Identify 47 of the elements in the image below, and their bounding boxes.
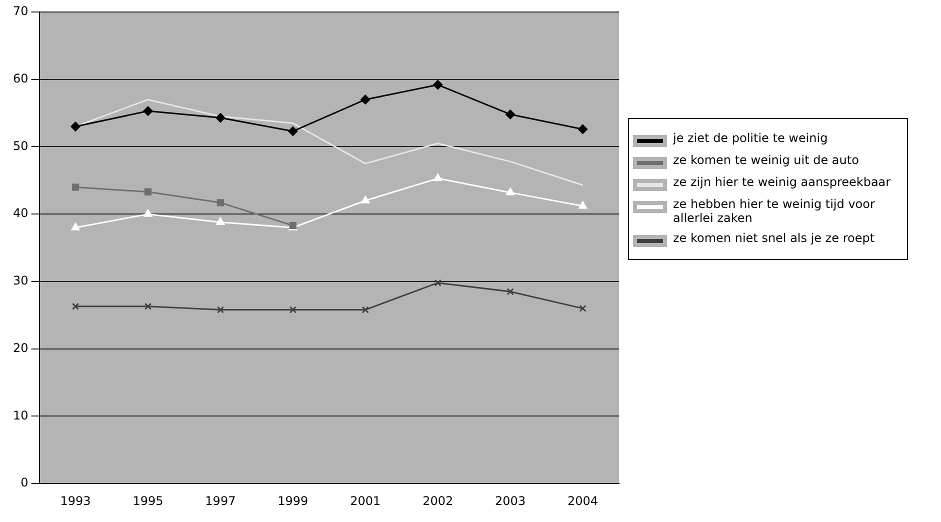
point [362,306,369,314]
y-tick-label: 50 [12,138,28,153]
legend-label: je ziet de politie te weinig [673,131,828,145]
point [71,222,80,230]
point [72,302,80,310]
point [70,122,80,132]
y-tick-label: 20 [12,340,28,355]
y-tick-label: 0 [20,476,28,490]
x-tick-label: 1993 [60,494,91,508]
legend-label: ze hebben hier te weinig tijd voor allerlei zaken [673,197,876,225]
point [434,279,442,286]
point [72,184,80,191]
x-tick-label: 2001 [350,494,381,508]
x-tick-label: 2003 [495,494,526,508]
point [216,113,226,123]
point [143,106,153,116]
point [578,124,588,134]
point [579,304,586,312]
x-tick-label: 1999 [278,494,308,508]
point [216,199,224,206]
point [506,188,515,196]
y-tick-label: 30 [12,274,28,288]
y-tick-label: 60 [12,71,28,86]
point [434,174,442,182]
point [578,201,587,209]
point [288,126,298,136]
x-tick-label: 1997 [205,494,236,508]
point [361,196,370,204]
x-tick-label: 2004 [567,494,598,508]
point [506,288,514,296]
legend-label: ze komen te weinig uit de auto [673,153,859,167]
point [144,209,152,217]
point [289,306,296,314]
point [433,80,443,90]
y-tick-label: 70 [12,4,28,18]
point [360,94,370,104]
point [144,302,152,310]
legend-label: ze komen niet snel als je ze roept [673,231,875,245]
x-tick-label: 1995 [132,494,164,508]
y-tick-label: 10 [12,408,28,422]
point [216,306,224,314]
y-tick-label: 40 [12,206,28,220]
legend-label: ze zijn hier te weinig aanspreekbaar [673,175,891,189]
x-tick-label: 2002 [422,494,454,508]
point [506,110,516,120]
point [144,188,152,196]
point [216,217,225,225]
